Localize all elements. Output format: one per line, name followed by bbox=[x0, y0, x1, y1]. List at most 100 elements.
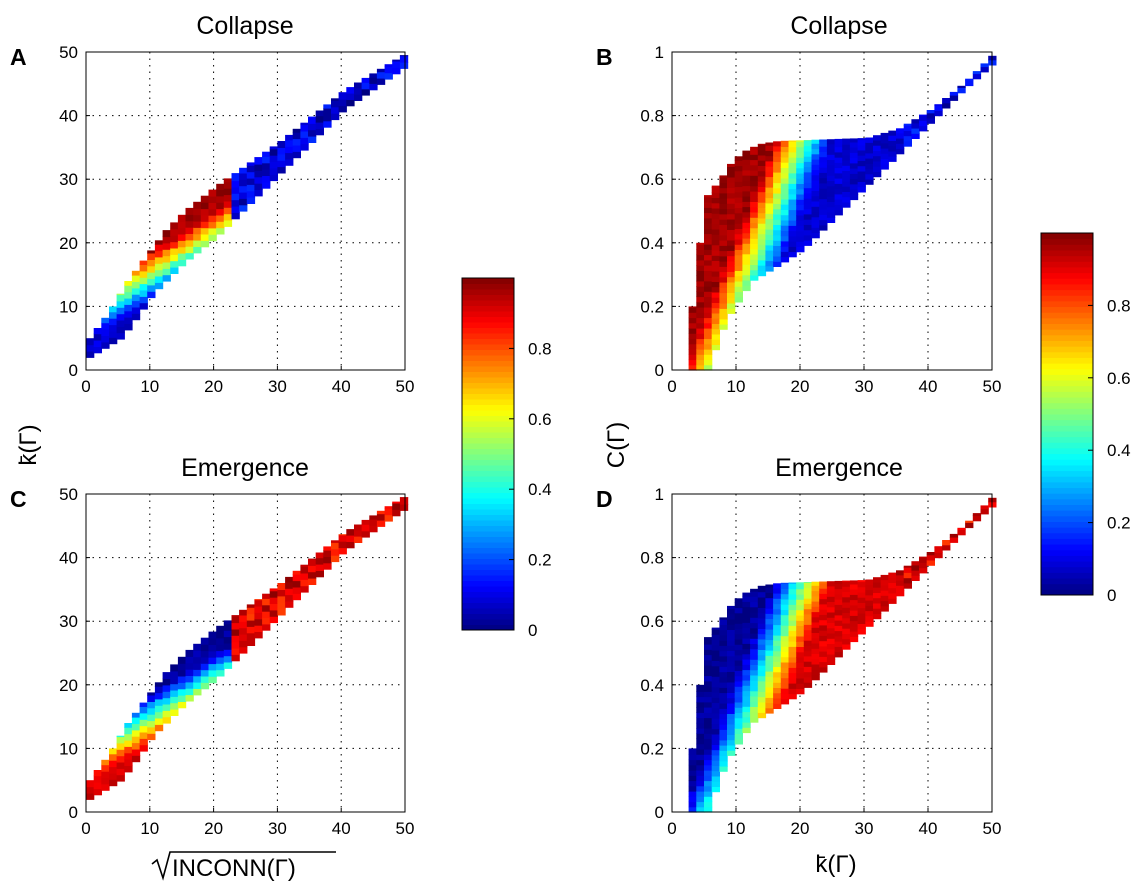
heatmap-cell bbox=[765, 187, 774, 193]
heatmap-cell bbox=[811, 622, 820, 628]
heatmap-cell bbox=[803, 171, 813, 178]
heatmap-cell bbox=[765, 176, 774, 183]
colorbar-swatch bbox=[462, 591, 514, 598]
colorbar-swatch bbox=[462, 426, 514, 433]
heatmap-cell bbox=[200, 682, 210, 690]
heatmap-cell bbox=[696, 738, 705, 745]
heatmap-cell bbox=[704, 696, 713, 703]
heatmap-cell bbox=[727, 308, 736, 314]
heatmap-cell bbox=[765, 218, 774, 225]
heatmap-cell bbox=[750, 191, 759, 197]
heatmap-cell bbox=[727, 713, 736, 720]
heatmap-cell bbox=[277, 153, 286, 161]
heatmap-cell bbox=[765, 665, 774, 672]
heatmap-cell bbox=[285, 152, 294, 160]
heatmap-cell bbox=[704, 785, 713, 792]
heatmap-cell bbox=[780, 604, 790, 610]
heatmap-cell bbox=[880, 132, 889, 139]
colorbar-tick-label: 0.6 bbox=[1107, 369, 1131, 388]
heatmap-cell bbox=[788, 667, 797, 674]
heatmap-cell bbox=[857, 581, 866, 588]
heatmap-cell bbox=[124, 765, 133, 773]
heatmap-cell bbox=[384, 508, 393, 516]
heatmap-cell bbox=[819, 182, 828, 189]
heatmap-cell bbox=[757, 596, 767, 603]
heatmap-cell bbox=[873, 602, 882, 609]
heatmap-cell bbox=[865, 158, 874, 164]
heatmap-cell bbox=[903, 572, 912, 579]
heatmap-cell bbox=[780, 593, 790, 600]
heatmap-cell bbox=[323, 556, 332, 564]
heatmap-cell bbox=[185, 227, 194, 234]
heatmap-cell bbox=[734, 633, 743, 640]
heatmap-cell bbox=[742, 648, 751, 655]
heatmap-cell bbox=[857, 607, 866, 614]
heatmap-cell bbox=[842, 580, 851, 582]
heatmap-cell bbox=[765, 234, 774, 241]
heatmap-cell bbox=[704, 712, 713, 719]
heatmap-cell bbox=[208, 234, 217, 242]
heatmap-cell bbox=[757, 670, 767, 677]
x-tick-label: 50 bbox=[396, 819, 415, 838]
heatmap-cell bbox=[101, 764, 110, 772]
heatmap-cell bbox=[177, 253, 187, 260]
heatmap-cell bbox=[177, 227, 187, 235]
heatmap-cell bbox=[734, 723, 743, 729]
heatmap-cell bbox=[742, 185, 751, 192]
heatmap-cell bbox=[734, 681, 743, 687]
heatmap-cell bbox=[239, 614, 248, 622]
heatmap-cell bbox=[826, 591, 836, 597]
heatmap-cell bbox=[773, 619, 782, 626]
heatmap-cell bbox=[185, 669, 194, 676]
heatmap-cell bbox=[780, 614, 790, 621]
heatmap-cell bbox=[849, 138, 859, 143]
heatmap-cell bbox=[719, 276, 728, 283]
heatmap-cell bbox=[246, 165, 256, 173]
heatmap-cell bbox=[711, 260, 720, 267]
heatmap-cell bbox=[208, 663, 217, 671]
heatmap-cell bbox=[757, 654, 767, 661]
heatmap-cell bbox=[704, 280, 713, 287]
heatmap-cell bbox=[865, 589, 874, 596]
y-tick-label: 50 bbox=[59, 43, 78, 62]
heatmap-cell bbox=[773, 256, 782, 262]
heatmap-cell bbox=[796, 583, 805, 590]
x-tick-label: 40 bbox=[919, 819, 938, 838]
heatmap-cell bbox=[727, 660, 736, 667]
heatmap-cell bbox=[704, 244, 713, 250]
heatmap-cell bbox=[719, 745, 728, 751]
heatmap-cell bbox=[857, 580, 866, 583]
heatmap-cell bbox=[734, 207, 743, 214]
heatmap-cell bbox=[773, 172, 782, 178]
heatmap-cell bbox=[262, 181, 271, 189]
heatmap-cell bbox=[704, 317, 713, 324]
colorbar-swatch bbox=[462, 344, 514, 350]
heatmap-cell bbox=[788, 651, 797, 658]
heatmap-cell bbox=[727, 234, 736, 241]
heatmap-cell bbox=[803, 161, 813, 168]
colorbar-swatch bbox=[1041, 300, 1093, 308]
x-tick-label: 20 bbox=[204, 377, 223, 396]
heatmap-cell bbox=[803, 682, 813, 688]
heatmap-cell bbox=[185, 239, 194, 247]
heatmap-cell bbox=[124, 727, 133, 735]
heatmap-cell bbox=[109, 748, 118, 755]
y-tick-label: 30 bbox=[59, 612, 78, 631]
heatmap-cell bbox=[773, 235, 782, 241]
y-tick-label: 20 bbox=[59, 234, 78, 253]
heatmap-cell bbox=[788, 672, 797, 679]
heatmap-cell bbox=[880, 590, 889, 596]
heatmap-cell bbox=[857, 170, 866, 177]
colorbar-swatch bbox=[462, 338, 514, 345]
colorbar-swatch bbox=[1041, 261, 1093, 268]
heatmap-cell bbox=[711, 665, 720, 672]
heatmap-cell bbox=[696, 785, 705, 792]
heatmap-cell bbox=[231, 186, 240, 194]
heatmap-cell bbox=[888, 140, 897, 147]
heatmap-cell bbox=[757, 207, 767, 214]
heatmap-cell bbox=[857, 138, 866, 141]
heatmap-cell bbox=[704, 207, 713, 214]
colorbar-swatch bbox=[1041, 419, 1093, 426]
heatmap-cell bbox=[101, 783, 110, 791]
heatmap-cell bbox=[934, 546, 943, 548]
